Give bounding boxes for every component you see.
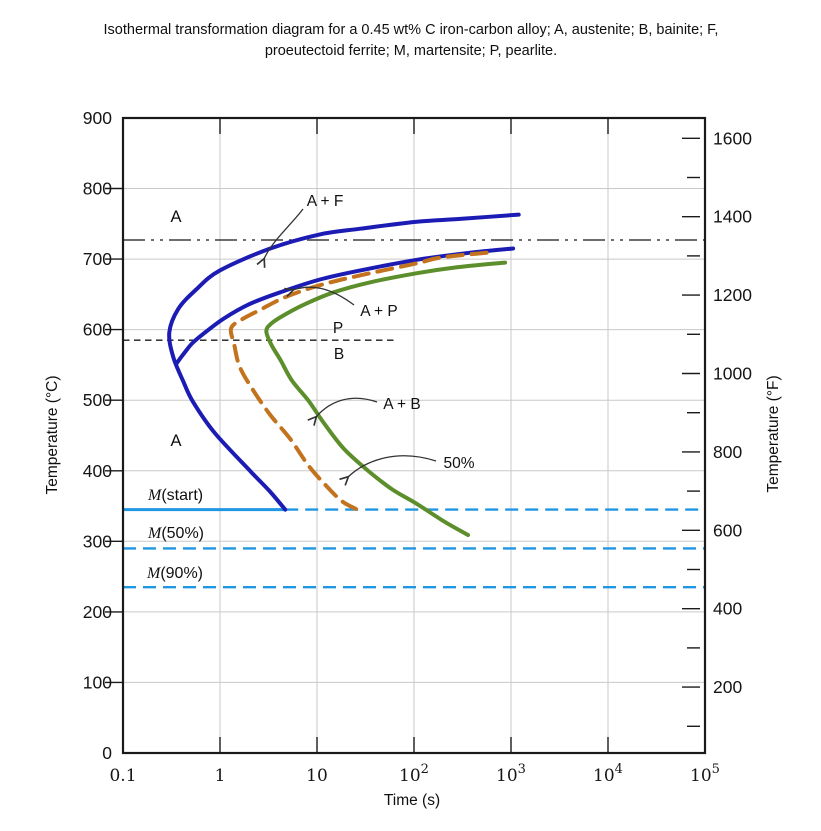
- austenite-label-lower: A: [170, 432, 181, 450]
- y-left-tick-label: 400: [83, 461, 112, 481]
- y-left-tick-label: 100: [83, 672, 112, 692]
- x-tick-label: 103: [496, 762, 526, 786]
- a-plus-b-arrow: [316, 397, 378, 417]
- x-tick-labels: 0.1 1 10 102 103 104 105: [109, 762, 719, 786]
- fifty-percent-curve: [228, 250, 489, 512]
- y-right-tick-label: 1400: [713, 207, 752, 227]
- y-left-tick-label: 800: [83, 179, 112, 199]
- x-tick-label: 104: [593, 762, 623, 786]
- x-tick-label: 0.1: [109, 766, 136, 786]
- y-left-tick-label: 300: [83, 531, 112, 551]
- y-right-tick-label: 800: [713, 442, 742, 462]
- completion-curve: [264, 260, 508, 537]
- y-right-tick-label: 1600: [713, 128, 752, 148]
- transformation-curves: [167, 212, 521, 537]
- pearlite-label: P: [333, 320, 343, 337]
- y-right-tick-label: 200: [713, 677, 742, 697]
- x-axis-title: Time (s): [384, 792, 440, 809]
- a-plus-p-arrow: [293, 286, 355, 306]
- m-50-label: M(50%): [147, 525, 204, 542]
- figure-caption-line2: proeutectoid ferrite; M, martensite; P, …: [265, 43, 557, 59]
- m-start-label: M(start): [147, 487, 203, 504]
- y-left-tick-label: 900: [83, 108, 112, 128]
- a-plus-b-label: A + B: [383, 396, 421, 413]
- fifty-percent-arrow: [348, 455, 437, 477]
- y-left-tick-label: 700: [83, 249, 112, 269]
- a-plus-f-arrow: [264, 208, 304, 259]
- y-left-tick-label: 600: [83, 320, 112, 340]
- y-right-tick-label: 600: [713, 520, 742, 540]
- y-left-tick-label: 500: [83, 390, 112, 410]
- bainite-label: B: [334, 346, 344, 363]
- y-right-tick-label: 1200: [713, 285, 752, 305]
- y-right-axis-title: Temperature (°F): [765, 375, 782, 492]
- axis-ticks: [105, 118, 700, 753]
- y-left-axis-title: Temperature (°C): [44, 375, 61, 494]
- pearlite-start-curve: [175, 246, 516, 365]
- y-right-tick-label: 1000: [713, 364, 752, 384]
- ferrite-start-curve: [167, 212, 521, 512]
- austenite-label-upper: A: [170, 208, 181, 226]
- y-left-tick-label: 200: [83, 602, 112, 622]
- x-tick-label: 1: [215, 766, 226, 786]
- y-left-tick-label: 0: [102, 743, 112, 763]
- region-labels: A A A + F A + P A + B 50% P B M(start) M…: [146, 193, 475, 582]
- a-plus-p-label: A + P: [360, 303, 398, 320]
- gridlines: [123, 118, 705, 753]
- y-left-tick-labels: 0 100 200 300 400 500 600 700 800 900: [83, 108, 112, 763]
- annotation-arrows: [264, 208, 437, 477]
- fifty-percent-label: 50%: [443, 455, 474, 472]
- figure-caption-line1: Isothermal transformation diagram for a …: [104, 22, 719, 38]
- x-tick-label: 102: [399, 762, 429, 786]
- a-plus-f-label: A + F: [307, 193, 344, 210]
- plot-border: [121, 116, 707, 755]
- y-right-tick-label: 400: [713, 599, 742, 619]
- x-tick-label: 105: [690, 762, 720, 786]
- y-right-tick-labels: 200 400 600 800 1000 1200 1400 1600: [713, 128, 752, 697]
- x-tick-label: 10: [306, 766, 328, 786]
- m-90-label: M(90%): [146, 565, 203, 582]
